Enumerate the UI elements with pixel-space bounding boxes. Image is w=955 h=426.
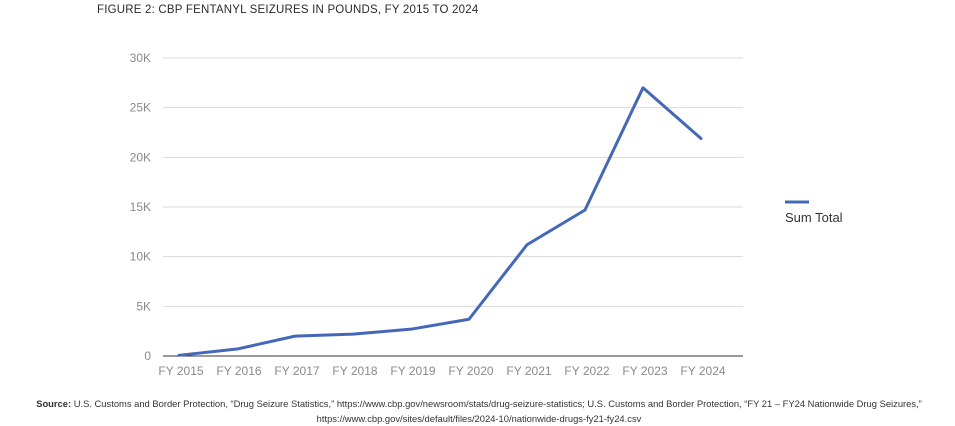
x-tick-label: FY 2021 (506, 364, 551, 378)
y-tick-label: 15K (130, 200, 151, 214)
grid-lines (163, 57, 743, 307)
x-tick-label: FY 2024 (680, 364, 725, 378)
x-tick-label: FY 2020 (448, 364, 493, 378)
y-tick-label: 0 (144, 349, 151, 363)
data-point (641, 86, 645, 90)
x-tick-label: FY 2019 (390, 364, 435, 378)
data-point (699, 136, 703, 140)
y-tick-label: 25K (130, 101, 151, 115)
series-layer (177, 86, 703, 357)
series-line (177, 86, 703, 357)
y-tick-label: 5K (136, 299, 151, 313)
data-point (235, 347, 239, 351)
source-text: U.S. Customs and Border Protection, “Dru… (73, 398, 922, 424)
source-note: Source: U.S. Customs and Border Protecti… (14, 396, 944, 426)
x-axis-ticks: FY 2015 FY 2016 FY 2017 FY 2018 FY 2019 FY 20… (158, 364, 725, 378)
x-tick-label: FY 2023 (622, 364, 667, 378)
x-tick-label: FY 2017 (274, 364, 319, 378)
y-tick-label: 10K (130, 250, 151, 264)
legend-label: Sum Total (785, 210, 843, 225)
legend[interactable]: Sum Total (785, 200, 843, 225)
x-tick-label: FY 2016 (216, 364, 261, 378)
y-tick-label: 30K (130, 51, 151, 65)
data-point (293, 334, 297, 338)
data-point (409, 327, 413, 331)
x-tick-label: FY 2018 (332, 364, 377, 378)
data-point (583, 208, 587, 212)
y-axis-ticks: 0 5K 10K 15K 20K 25K 30K (130, 51, 152, 363)
source-label: Source: (36, 398, 72, 409)
x-tick-label: FY 2022 (564, 364, 609, 378)
data-point (467, 317, 471, 321)
figure-title: FIGURE 2: CBP FENTANYL SEIZURES IN POUND… (97, 4, 479, 16)
data-point (351, 332, 355, 336)
data-point (525, 243, 529, 247)
y-tick-label: 20K (130, 150, 151, 164)
data-point (177, 353, 181, 357)
x-tick-label: FY 2015 (158, 364, 203, 378)
